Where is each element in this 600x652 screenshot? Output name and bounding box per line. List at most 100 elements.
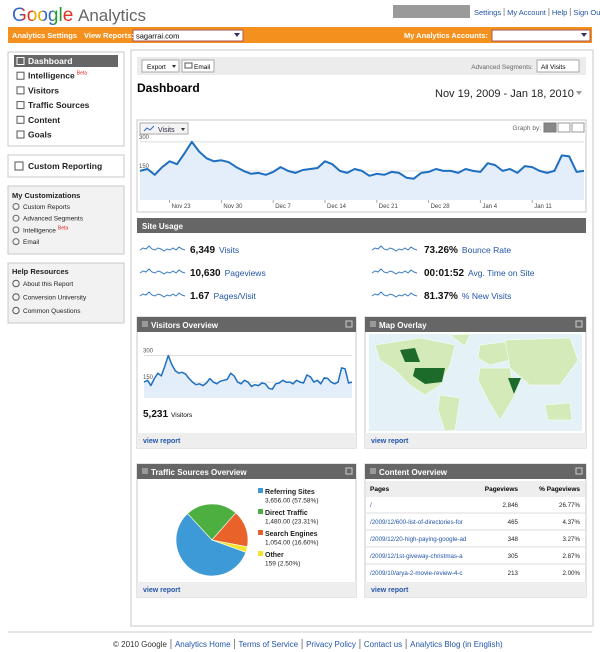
section-title: Content Overview: [379, 468, 448, 477]
graph-month[interactable]: [571, 122, 585, 133]
footer-link[interactable]: Contact us: [364, 640, 402, 649]
legend-value: 1,480.00 (23.31%): [265, 519, 318, 526]
legend-name: Referring Sites: [265, 489, 315, 496]
nav-item[interactable]: Intelligence: [28, 71, 75, 81]
land: [504, 337, 579, 386]
nav-item[interactable]: Visitors: [28, 85, 59, 95]
x-tick-label: Jan 4: [482, 204, 497, 210]
section-title: Help Resources: [12, 267, 69, 276]
page-link[interactable]: /2009/12/1st-giveway-christmas-a: [370, 553, 463, 560]
dropdown-arrow: [181, 128, 185, 131]
export-label: Export: [147, 64, 166, 71]
help-link[interactable]: Common Questions: [23, 308, 81, 315]
view-report-link[interactable]: view report: [371, 438, 409, 445]
row-value: 4.37%: [562, 519, 580, 526]
footer-link[interactable]: Terms of Service: [239, 640, 299, 649]
row-value: 3.27%: [562, 536, 580, 543]
segment-select[interactable]: [536, 59, 580, 73]
traffic-header: [137, 464, 356, 479]
column-header: % Pageviews: [539, 486, 580, 493]
row-value: 26.77%: [559, 502, 580, 509]
nav-icon: [16, 101, 25, 110]
graph-week[interactable]: [557, 122, 571, 133]
world-map[interactable]: [369, 333, 582, 432]
nav-item[interactable]: Dashboard: [28, 56, 72, 66]
column-header: Pageviews: [485, 486, 519, 493]
page-link[interactable]: /2009/12/600-list-of-directories-for: [370, 519, 463, 526]
metric-label[interactable]: Avg. Time on Site: [468, 268, 535, 278]
item-icon: [12, 226, 20, 234]
page-link[interactable]: /: [370, 502, 372, 509]
beta-badge: Beta: [58, 225, 69, 231]
metric-label[interactable]: Visits: [219, 245, 239, 255]
settings-link[interactable]: Analytics Settings: [12, 31, 77, 40]
page-link[interactable]: /2009/12/20-high-paying-google-ad: [370, 536, 467, 543]
customization-link[interactable]: Custom Reports: [23, 204, 71, 211]
nav-icon: [16, 86, 25, 95]
nav-icon: [16, 57, 25, 65]
logo-analytics: Analytics: [78, 6, 146, 25]
metric-select[interactable]: [139, 122, 189, 135]
customization-link[interactable]: Intelligence: [23, 227, 56, 234]
view-report-link[interactable]: view report: [143, 587, 181, 594]
view-report-link[interactable]: view report: [143, 438, 181, 445]
legend-value: 3,656.00 (57.58%): [265, 498, 318, 505]
redacted-email: [393, 5, 470, 18]
close-icon: [345, 320, 353, 328]
footer-link[interactable]: Analytics Blog (in English): [410, 640, 503, 649]
region-visits: [413, 368, 445, 384]
page-link[interactable]: /2009/10/arya-2-movie-review-4-c: [370, 570, 463, 577]
nav-item[interactable]: Content: [28, 115, 60, 125]
legend-value: 159 (2.50%): [265, 561, 300, 568]
site-select[interactable]: [132, 29, 244, 42]
legend-swatch: [258, 509, 263, 514]
view-report-link[interactable]: view report: [371, 587, 409, 594]
help-link[interactable]: About this Report: [23, 281, 73, 288]
help-link[interactable]: Conversion University: [23, 295, 87, 302]
metric-label[interactable]: Pages/Visit: [213, 291, 256, 301]
footer-link[interactable]: Privacy Policy: [306, 640, 356, 649]
nav-item[interactable]: Traffic Sources: [28, 100, 90, 110]
help-icon: [12, 293, 20, 301]
nav-icon: [16, 115, 25, 124]
date-range[interactable]: Nov 19, 2009 - Jan 18, 2010: [435, 88, 574, 100]
segment-value: All Visits: [541, 64, 566, 71]
metric-icon: [143, 125, 155, 132]
nav-item[interactable]: Goals: [28, 130, 52, 140]
close-icon: [345, 467, 353, 475]
custom-reporting-link[interactable]: Custom Reporting: [28, 161, 102, 171]
section-title: Visitors Overview: [151, 321, 219, 330]
y-tick-label: 300: [139, 135, 150, 141]
nav-icon: [14, 161, 24, 171]
content-columns: [366, 481, 585, 495]
header-icon: [142, 321, 148, 327]
header-link[interactable]: Settings: [474, 8, 501, 17]
export-button[interactable]: [141, 59, 180, 73]
legend-swatch: [258, 551, 263, 556]
dropdown-arrow: [581, 33, 587, 37]
row-value: 2,846: [503, 502, 519, 509]
graph-day[interactable]: [543, 122, 557, 133]
customization-link[interactable]: Email: [23, 239, 40, 246]
metric-value: 1.67: [190, 291, 210, 302]
customization-link[interactable]: Advanced Segments: [23, 216, 84, 223]
section-title: Traffic Sources Overview: [151, 468, 247, 477]
toolbar: [137, 57, 586, 75]
metric-label[interactable]: % New Visits: [462, 291, 511, 301]
header-link[interactable]: Sign Out: [573, 8, 600, 17]
region-visits: [508, 378, 521, 394]
legend-swatch: [258, 530, 263, 535]
metric-label[interactable]: Bounce Rate: [462, 245, 511, 255]
map-footer: [365, 433, 586, 448]
header-link[interactable]: Help: [552, 8, 567, 17]
area: [144, 355, 352, 398]
header-link[interactable]: My Account: [507, 8, 547, 17]
visitors-header: [137, 317, 356, 332]
metric-label[interactable]: Pageviews: [225, 268, 266, 278]
content-header: [365, 464, 586, 479]
copyright: © 2010 Google: [113, 640, 167, 649]
y-tick-label: 300: [143, 349, 154, 355]
legend-name: Direct Traffic: [265, 510, 308, 517]
account-select[interactable]: [491, 29, 591, 42]
footer-link[interactable]: Analytics Home: [175, 640, 231, 649]
